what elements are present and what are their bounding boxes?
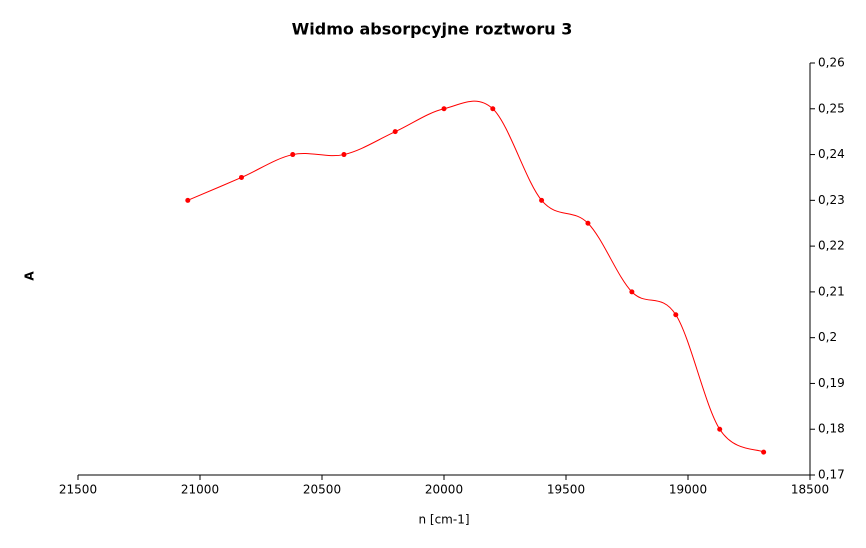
y-tick-label: 0,2 [818, 330, 837, 344]
x-tick-label: 20000 [425, 483, 463, 497]
y-axis-label: A [23, 271, 37, 281]
chart-title: Widmo absorpcyjne roztworu 3 [292, 20, 573, 39]
x-tick-label: 21500 [59, 483, 97, 497]
x-tick-label: 19500 [547, 483, 585, 497]
data-point [490, 106, 496, 112]
data-point [341, 152, 347, 158]
data-point [673, 312, 679, 318]
y-tick-label: 0,21 [818, 284, 845, 298]
data-point [717, 426, 723, 432]
y-tick-label: 0,26 [818, 56, 845, 70]
data-point [185, 197, 191, 203]
y-tick-label: 0,24 [818, 147, 845, 161]
data-point [238, 174, 244, 180]
x-tick-label: 20500 [303, 483, 341, 497]
x-axis-label: n [cm-1] [418, 513, 469, 527]
data-point [539, 197, 545, 203]
x-tick-label: 21000 [181, 483, 219, 497]
y-tick-label: 0,22 [818, 239, 845, 253]
data-point [441, 106, 447, 112]
data-point [585, 220, 591, 226]
x-tick-label: 18500 [791, 483, 829, 497]
data-point [392, 129, 398, 135]
data-point [290, 152, 296, 158]
data-line [187, 100, 764, 453]
y-tick-label: 0,17 [818, 468, 845, 482]
y-tick-label: 0,25 [818, 101, 845, 115]
y-tick-label: 0,23 [818, 193, 845, 207]
y-tick-label: 0,18 [818, 422, 845, 436]
data-point [761, 449, 767, 455]
data-point [629, 289, 635, 295]
x-tick-label: 19000 [669, 483, 707, 497]
y-tick-label: 0,19 [818, 376, 845, 390]
